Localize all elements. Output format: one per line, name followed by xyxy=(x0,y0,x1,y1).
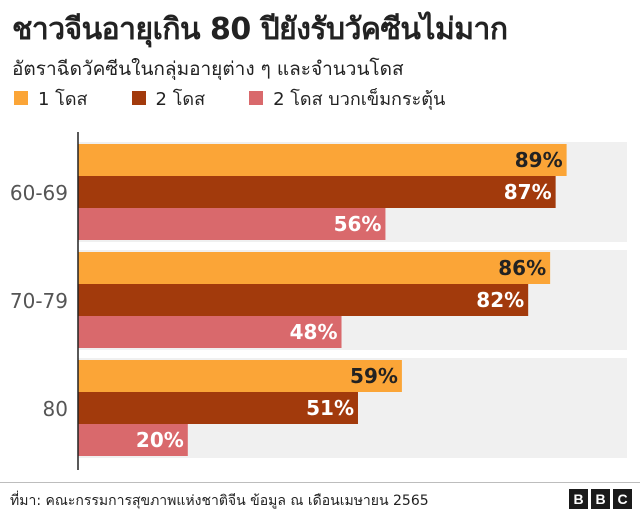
legend-swatch-dose1 xyxy=(14,91,28,105)
bar-3-70-79 xyxy=(78,316,342,348)
source-note: ที่มา: คณะกรรมการสุขภาพแห่งชาติจีน ข้อมู… xyxy=(10,493,429,509)
legend-item-booster: 2 โดส บวกเข็มกระตุ้น xyxy=(249,84,445,113)
data-label-3-60-69: 56% xyxy=(334,212,382,236)
bar-2-80 xyxy=(78,392,358,424)
bar-3-80 xyxy=(78,424,188,456)
legend: 1 โดส 2 โดส 2 โดส บวกเข็มกระตุ้น xyxy=(14,86,489,110)
bar-2-70-79 xyxy=(78,284,529,316)
data-label-2-70-79: 82% xyxy=(476,288,524,312)
category-label-80: 80 xyxy=(43,397,68,421)
data-label-3-80: 20% xyxy=(136,428,184,452)
data-label-1-80: 59% xyxy=(350,364,398,388)
data-label-1-60-69: 89% xyxy=(515,148,563,172)
legend-item-dose1: 1 โดส xyxy=(14,84,88,113)
category-label-60-69: 60-69 xyxy=(10,181,68,205)
chart-title: ชาวจีนอายุเกิน 80 ปียังรับวัคซีนไม่มาก xyxy=(12,12,508,47)
legend-label-dose1: 1 โดส xyxy=(38,88,88,110)
bar-1-60-69 xyxy=(78,144,567,176)
data-label-3-70-79: 48% xyxy=(290,320,338,344)
logo-letter-b2: B xyxy=(591,489,610,509)
category-label-70-79: 70-79 xyxy=(10,289,68,313)
data-label-2-80: 51% xyxy=(306,396,354,420)
legend-swatch-dose2 xyxy=(131,91,146,105)
bbc-logo: B B C xyxy=(566,489,632,509)
data-label-2-60-69: 87% xyxy=(504,180,552,204)
legend-label-dose2: 2 โดส xyxy=(155,88,206,110)
legend-item-dose2: 2 โดส xyxy=(131,84,206,113)
legend-label-booster: 2 โดส บวกเข็มกระตุ้น xyxy=(273,88,446,110)
logo-letter-b1: B xyxy=(569,489,588,509)
bar-1-70-79 xyxy=(78,252,551,284)
footer-divider xyxy=(0,482,640,483)
bar-1-80 xyxy=(78,360,402,392)
data-label-1-70-79: 86% xyxy=(498,256,546,280)
bar-3-60-69 xyxy=(78,208,386,240)
bar-2-60-69 xyxy=(78,176,556,208)
bar-chart: 60-69 89% 87% 56% 70-79 86% 82% 48% 80 59% 51% 20% xyxy=(10,132,627,470)
logo-letter-c: C xyxy=(613,489,632,509)
legend-swatch-booster xyxy=(249,91,264,105)
chart-subtitle: อัตราฉีดวัคซีนในกลุ่มอายุต่าง ๆ และจำนวน… xyxy=(12,58,404,80)
